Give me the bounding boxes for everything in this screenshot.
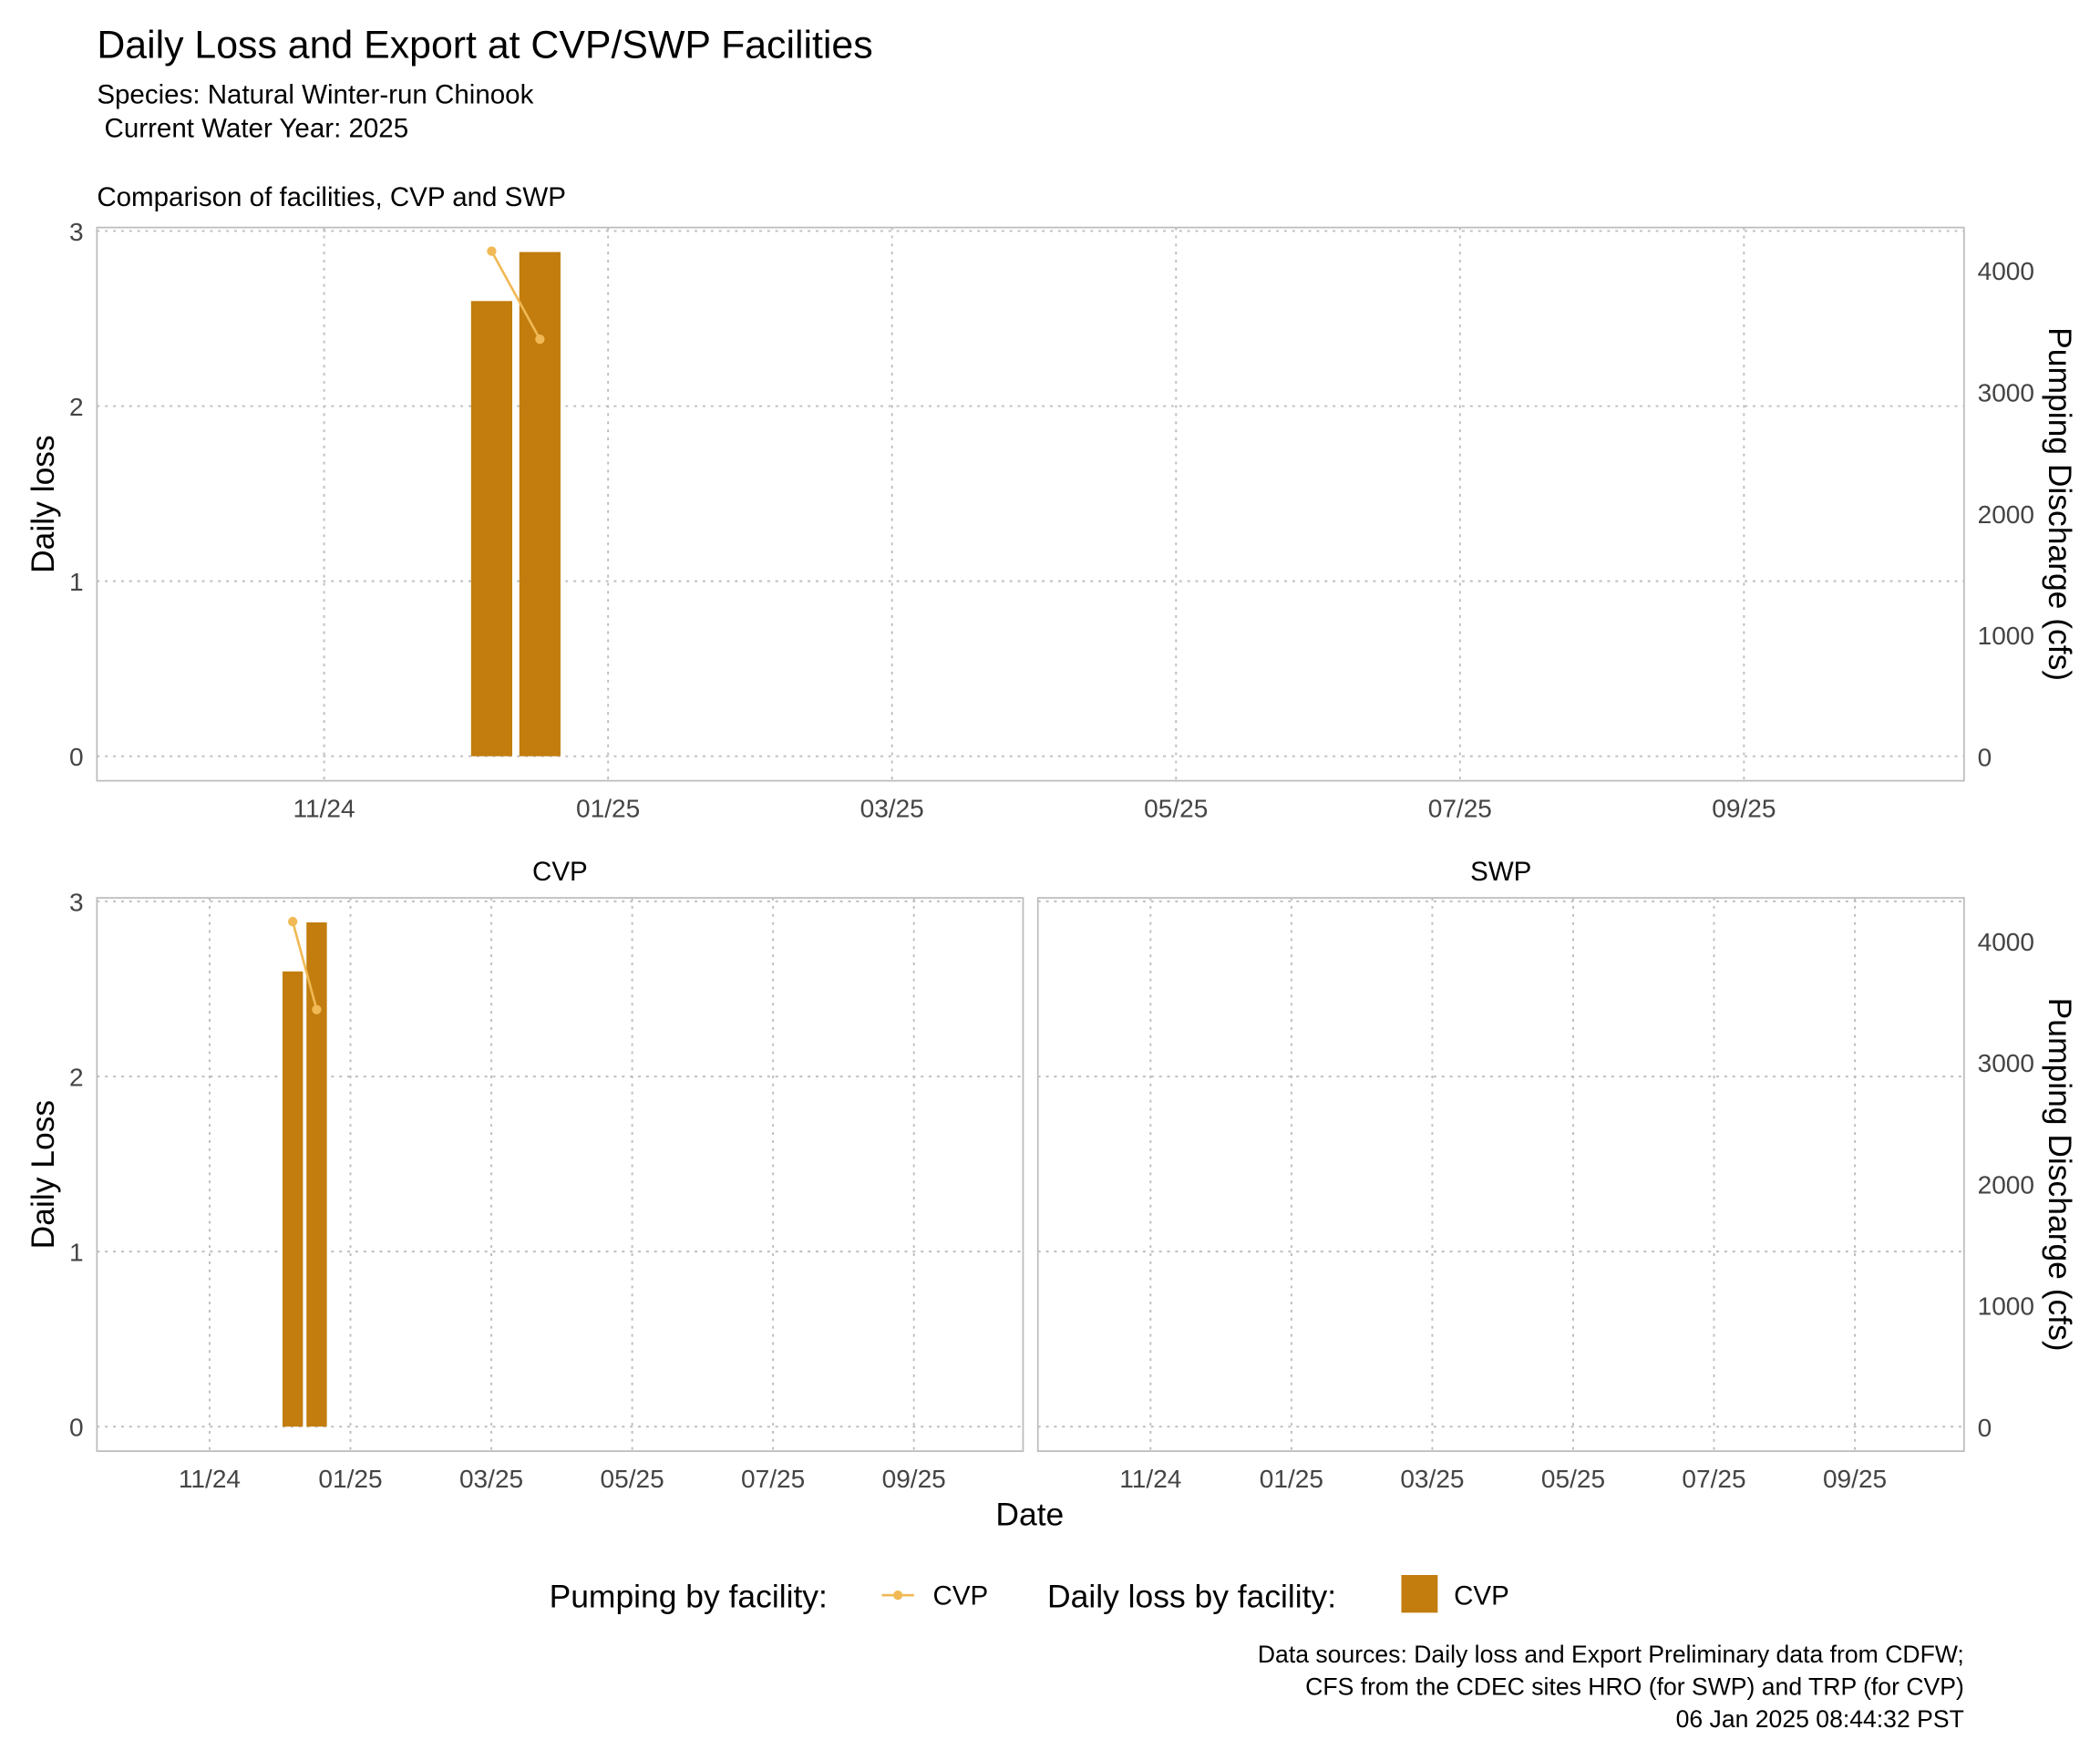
pumping-point [312, 1004, 322, 1014]
x-tick-label: 03/25 [860, 794, 924, 822]
legend-label: CVP [933, 1580, 989, 1611]
y2-axis-label: Pumping Discharge (cfs) [2042, 998, 2078, 1352]
legend-title: Daily loss by facility: [1047, 1578, 1336, 1614]
pumping-line [490, 250, 541, 340]
y-axis-label: Daily Loss [25, 1100, 61, 1249]
loss-bar [306, 922, 327, 1427]
y-tick-label: 2 [69, 1063, 84, 1091]
footer-note: 06 Jan 2025 08:44:32 PST [1676, 1705, 1964, 1733]
y2-tick-label: 4000 [1978, 257, 2034, 285]
loss-bar [519, 252, 561, 757]
y2-axis-label: Pumping Discharge (cfs) [2042, 327, 2078, 681]
x-tick-label: 09/25 [1823, 1465, 1887, 1493]
y2-tick-label: 1000 [1978, 622, 2034, 650]
y-tick-label: 1 [69, 568, 84, 596]
y2-tick-label: 2000 [1978, 500, 2034, 529]
footer-note: Data sources: Daily loss and Export Prel… [1258, 1641, 1964, 1668]
page-subtitle: Current Water Year: 2025 [97, 114, 408, 144]
panel-title: SWP [1470, 857, 1531, 887]
page-title: Daily Loss and Export at CVP/SWP Facilit… [97, 24, 872, 67]
y2-tick-label: 1000 [1978, 1292, 2034, 1321]
pumping-point [487, 246, 497, 256]
x-tick-label: 11/24 [293, 794, 355, 822]
loss-bar [470, 301, 512, 757]
y-tick-label: 0 [69, 1414, 84, 1442]
x-tick-label: 03/25 [459, 1465, 523, 1493]
x-tick-label: 07/25 [1428, 794, 1492, 822]
pumping-point [287, 916, 298, 927]
legend-key [892, 1590, 903, 1601]
pumping-line [291, 921, 318, 1011]
x-tick-label: 11/24 [1119, 1465, 1181, 1493]
y-axis-label: Daily loss [25, 435, 61, 573]
x-tick-label: 01/25 [576, 794, 640, 822]
x-tick-label: 05/25 [601, 1465, 664, 1493]
y-tick-label: 2 [69, 393, 84, 421]
panel-frame [96, 226, 1965, 782]
x-tick-label: 11/24 [179, 1465, 241, 1493]
x-tick-label: 09/25 [1712, 794, 1776, 822]
pumping-point [535, 335, 545, 345]
y2-tick-label: 2000 [1978, 1170, 2034, 1199]
panel-frame [1036, 897, 1965, 1453]
x-axis-label: Date [995, 1496, 1064, 1532]
y2-tick-label: 3000 [1978, 1049, 2034, 1077]
y2-tick-label: 0 [1978, 743, 1992, 771]
x-tick-label: 05/25 [1144, 794, 1208, 822]
panel-title: CVP [532, 857, 588, 887]
y-tick-label: 1 [69, 1238, 84, 1266]
y-tick-label: 3 [69, 888, 84, 916]
y-tick-label: 3 [69, 218, 84, 246]
page-subtitle: Species: Natural Winter-run Chinook [97, 80, 533, 110]
footer-note: CFS from the CDEC sites HRO (for SWP) an… [1305, 1673, 1964, 1700]
x-tick-label: 07/25 [741, 1465, 805, 1493]
legend-title: Pumping by facility: [550, 1578, 828, 1614]
y-tick-label: 0 [69, 743, 84, 771]
panel-title: Comparison of facilities, CVP and SWP [97, 182, 566, 212]
panel-frame [96, 897, 1024, 1453]
x-tick-label: 09/25 [882, 1465, 946, 1493]
x-tick-label: 03/25 [1400, 1465, 1464, 1493]
loss-bar [282, 971, 304, 1427]
x-tick-label: 05/25 [1541, 1465, 1605, 1493]
x-tick-label: 07/25 [1682, 1465, 1745, 1493]
y2-tick-label: 3000 [1978, 379, 2034, 407]
y2-tick-label: 0 [1978, 1414, 1992, 1442]
legend-label: CVP [1454, 1580, 1509, 1611]
y2-tick-label: 4000 [1978, 928, 2034, 956]
x-tick-label: 01/25 [318, 1465, 382, 1493]
x-tick-label: 01/25 [1260, 1465, 1323, 1493]
legend-key [1401, 1575, 1438, 1613]
